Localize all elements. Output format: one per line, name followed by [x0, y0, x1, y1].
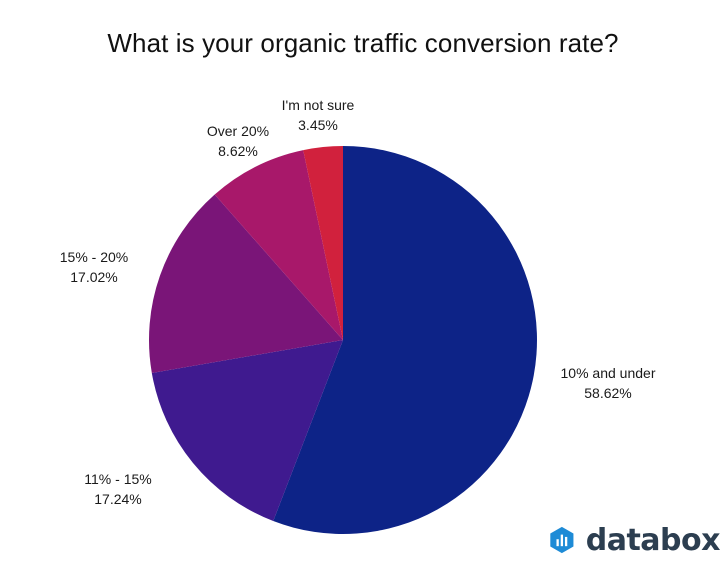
databox-logo-icon: [550, 526, 574, 554]
slice-label-name-3: Over 20%: [207, 123, 269, 139]
chart-title: What is your organic traffic conversion …: [107, 28, 619, 58]
slice-label-name-1: 11% - 15%: [84, 471, 151, 487]
pie-slices: [148, 146, 537, 535]
slice-label-name-0: 10% and under: [561, 365, 656, 381]
databox-logo: databox: [548, 517, 721, 563]
slice-labels: 10% and under 58.62% 11% - 15% 17.24% 15…: [60, 97, 656, 507]
slice-label-value-1: 17.24%: [94, 491, 141, 507]
slice-label-value-3: 8.62%: [218, 143, 258, 159]
pie-slice-0: [273, 146, 537, 535]
slice-label-value-0: 58.62%: [584, 385, 631, 401]
pie-slice-2: [148, 194, 343, 373]
slice-label-name-2: 15% - 20%: [60, 249, 128, 265]
slice-label-value-2: 17.02%: [70, 269, 117, 285]
pie-slice-1: [151, 340, 343, 522]
databox-logo-text: databox: [585, 522, 721, 558]
slice-label-name-4: I'm not sure: [282, 97, 355, 113]
pie-slice-4: [303, 146, 343, 340]
pie-slice-3: [214, 150, 343, 340]
slice-label-value-4: 3.45%: [298, 117, 338, 133]
